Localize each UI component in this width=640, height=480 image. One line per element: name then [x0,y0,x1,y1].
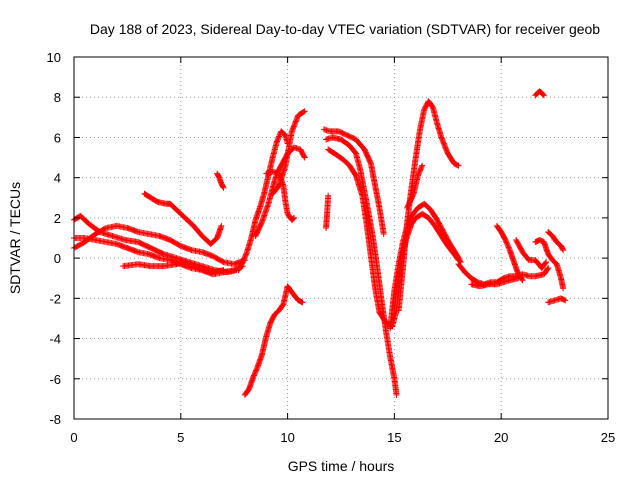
series-arc-24 [532,88,547,99]
y-tick-label: 2 [54,211,61,226]
series-arc-25 [532,237,567,292]
series-arc-11 [241,283,306,398]
plot-frame [73,56,609,420]
series-arc-9 [269,108,308,197]
series-arc-5 [141,190,225,248]
series-arc-8 [252,144,308,239]
data-trail [533,237,566,291]
data-trail [322,126,387,236]
data-trail [326,147,400,329]
y-tick-label: 8 [54,90,61,105]
series-arc-22 [493,222,526,284]
series-arc-2 [71,222,248,268]
data-trail [324,134,400,397]
data-trail [494,223,525,283]
data-trail [469,275,521,289]
data-trail [323,194,332,230]
x-tick-label: 20 [494,430,508,445]
data-trail [513,238,549,271]
chart-title: Day 188 of 2023, Sidereal Day-to-day VTE… [90,21,600,37]
data-trail [214,171,226,190]
x-axis-label: GPS time / hours [288,458,395,474]
data-trail [264,169,297,223]
x-tick-label: 25 [601,430,615,445]
y-axis-label: SDTVAR / TECUs [7,182,23,294]
data-point [419,162,426,169]
y-tick-label: -6 [49,372,61,387]
data-trail [242,284,305,397]
data-series [71,88,569,398]
series-arc-4 [120,259,246,278]
y-tick-label: 10 [47,50,61,65]
series-arc-23 [513,237,550,272]
series-arc-6 [214,170,227,191]
series-arc-15 [323,192,332,231]
data-trail [395,99,461,313]
x-tick-label: 5 [177,430,184,445]
series-arc-18 [395,98,462,314]
series-arc-7 [235,128,291,274]
series-arc-10 [263,168,298,223]
data-trail [546,295,568,305]
axes: 0 5 10 15 20 25 -8 -6 -4 -2 0 2 4 6 8 10 [47,50,616,445]
y-tick-label: 4 [54,171,61,186]
data-trail [533,88,547,98]
data-trail [121,259,245,277]
series-arc-19 [404,162,426,211]
data-trail [546,229,566,253]
data-trail [404,163,425,210]
x-tick-label: 15 [387,430,401,445]
grid [74,57,608,419]
series-arc-27 [545,295,569,306]
data-trail [236,129,291,273]
data-trail [253,144,308,238]
y-tick-label: -8 [49,412,61,427]
x-tick-label: 0 [70,430,77,445]
data-trail [142,191,224,247]
series-arc-12 [320,126,387,237]
series-arc-13 [323,134,400,398]
y-tick-label: -4 [49,332,61,347]
series-arc-26 [545,228,567,254]
y-tick-label: -2 [49,291,61,306]
x-tick-label: 10 [280,430,294,445]
y-tick-label: 6 [54,130,61,145]
y-tick-label: 0 [54,251,61,266]
series-arc-14 [325,146,400,330]
